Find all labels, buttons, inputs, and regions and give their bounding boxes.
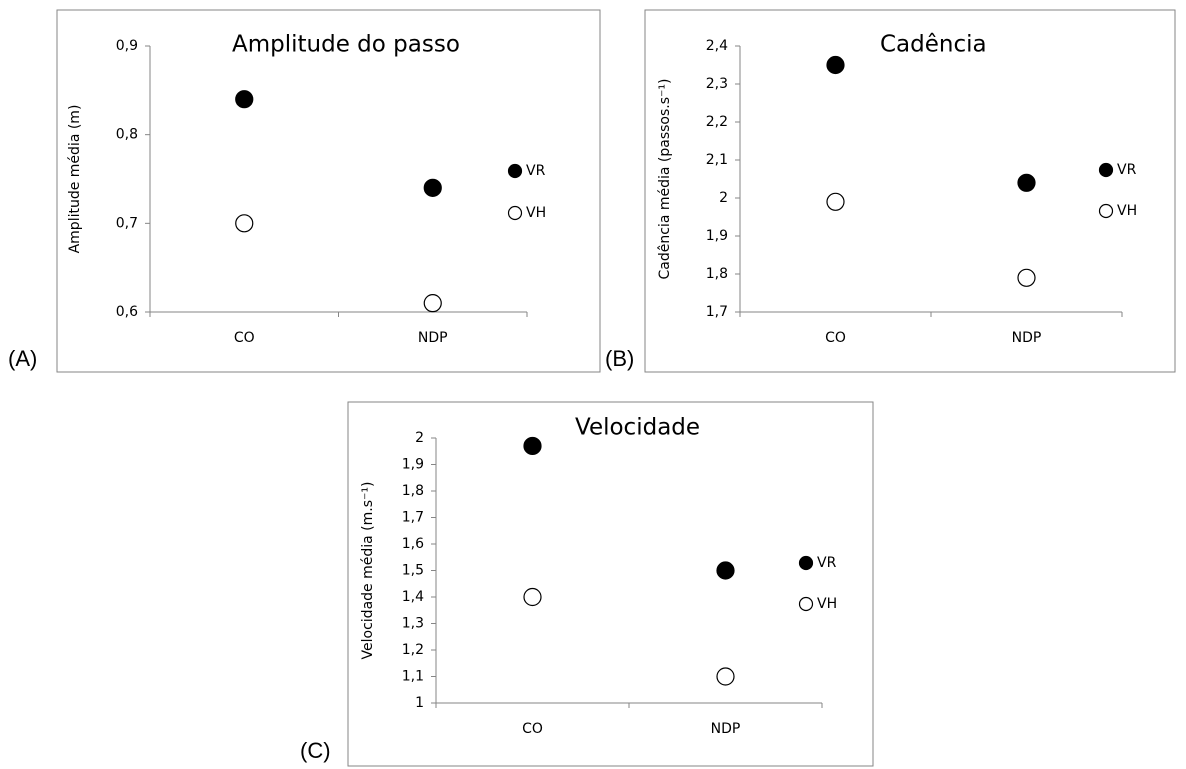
x-tick-label: CO <box>825 330 846 346</box>
y-tick-label: 1 <box>415 695 424 711</box>
y-tick-label: 0,9 <box>116 38 138 54</box>
legend-label: VR <box>1117 162 1137 178</box>
legend-marker <box>798 596 814 612</box>
panel-label: (A) <box>8 346 37 371</box>
legend-marker <box>1098 203 1114 219</box>
marker <box>716 561 735 580</box>
chart-title: Velocidade <box>575 415 700 441</box>
y-tick-label: 1,6 <box>402 536 424 552</box>
y-tick-label: 1,7 <box>706 304 728 320</box>
y-tick-label: 2 <box>415 430 424 446</box>
legend-label: VH <box>1117 203 1137 219</box>
x-tick-label: NDP <box>711 721 741 737</box>
marker <box>235 214 254 233</box>
panel-label: (B) <box>605 346 634 371</box>
y-tick-label: 2,4 <box>706 38 728 54</box>
x-tick-label: CO <box>234 330 255 346</box>
y-tick-label: 1,5 <box>402 563 424 579</box>
legend-label: VR <box>817 555 837 571</box>
marker <box>1017 173 1036 192</box>
marker <box>235 90 254 109</box>
marker <box>1017 268 1036 287</box>
y-tick-label: 1,9 <box>706 228 728 244</box>
marker <box>423 178 442 197</box>
y-tick-label: 2,1 <box>706 152 728 168</box>
panel-border <box>347 401 874 767</box>
y-axis-label: Velocidade média (m.s⁻¹) <box>360 482 376 660</box>
y-tick-label: 1,8 <box>706 266 728 282</box>
y-tick-label: 2,3 <box>706 76 728 92</box>
chart-title: Cadência <box>880 32 987 58</box>
y-tick-label: 1,2 <box>402 642 424 658</box>
chart-title: Amplitude do passo <box>232 32 460 58</box>
y-axis-label: Amplitude média (m) <box>67 105 83 254</box>
x-tick-label: NDP <box>418 330 448 346</box>
marker <box>423 294 442 313</box>
legend-label: VR <box>526 163 546 179</box>
legend-label: VH <box>526 205 546 221</box>
y-tick-label: 1,1 <box>402 669 424 685</box>
marker <box>826 192 845 211</box>
y-tick-label: 0,8 <box>116 127 138 143</box>
x-tick-label: CO <box>522 721 543 737</box>
y-tick-label: 0,6 <box>116 304 138 320</box>
y-tick-label: 2,2 <box>706 114 728 130</box>
legend-marker <box>507 163 523 179</box>
legend-marker <box>1098 162 1114 178</box>
marker <box>826 55 845 75</box>
y-tick-label: 1,9 <box>402 457 424 473</box>
marker <box>523 587 542 607</box>
y-axis-label: Cadência média (passos.s⁻¹) <box>657 79 673 280</box>
legend-label: VH <box>817 596 837 612</box>
marker <box>716 667 735 686</box>
panel-border <box>56 9 601 373</box>
y-tick-label: 1,3 <box>402 616 424 632</box>
legend-marker <box>798 555 814 571</box>
y-tick-label: 1,8 <box>402 483 424 499</box>
y-tick-label: 2 <box>719 190 728 206</box>
y-tick-label: 0,7 <box>116 215 138 231</box>
legend-marker <box>507 205 523 221</box>
x-tick-label: NDP <box>1012 330 1042 346</box>
y-tick-label: 1,7 <box>402 510 424 526</box>
panel-label: (C) <box>300 738 331 763</box>
marker <box>523 436 542 456</box>
y-tick-label: 1,4 <box>402 589 424 605</box>
